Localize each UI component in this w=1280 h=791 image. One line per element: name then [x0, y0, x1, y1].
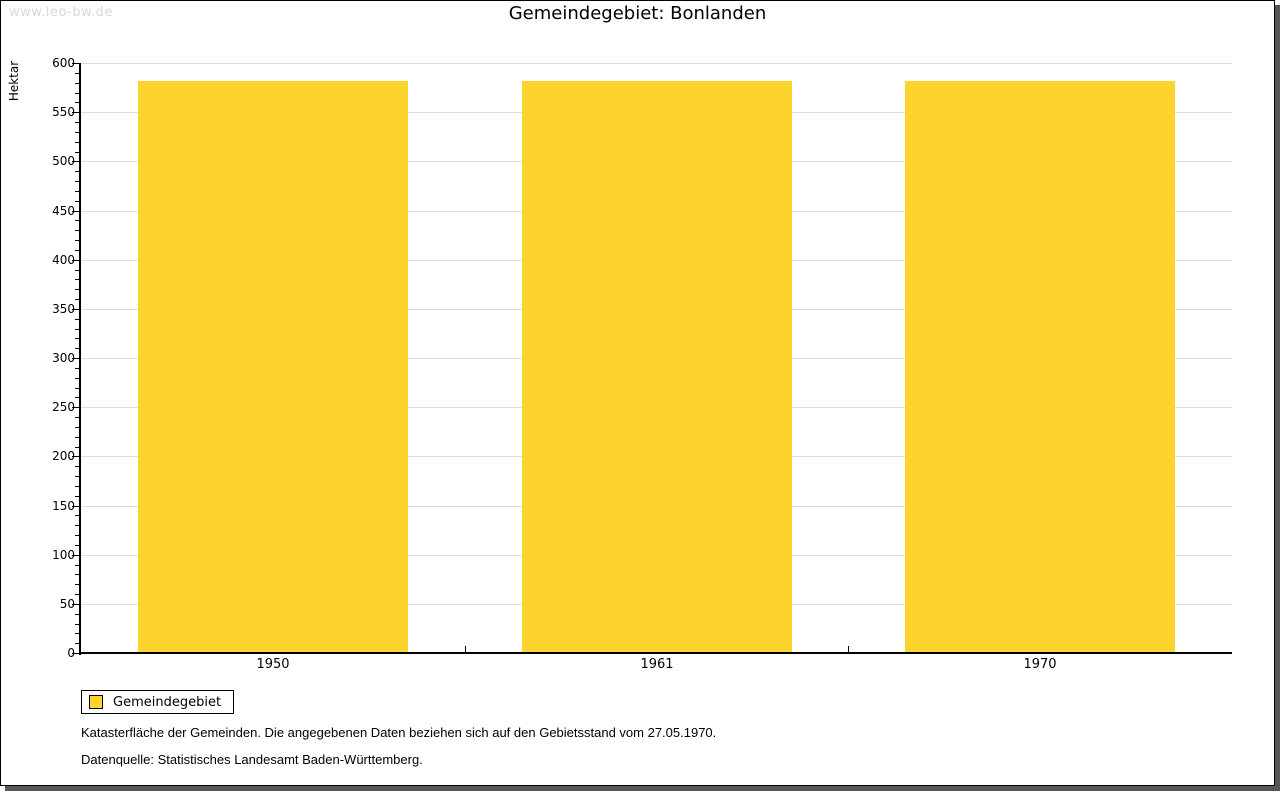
y-major-tick [72, 63, 79, 64]
y-minor-tick [75, 417, 79, 418]
y-minor-tick [75, 594, 79, 595]
y-minor-tick [75, 132, 79, 133]
y-minor-tick [75, 220, 79, 221]
y-tick-label: 200 [52, 449, 75, 463]
y-minor-tick [75, 447, 79, 448]
y-minor-tick [75, 240, 79, 241]
y-major-tick [72, 555, 79, 556]
y-minor-tick [75, 230, 79, 231]
y-major-tick [72, 309, 79, 310]
y-major-tick [72, 407, 79, 408]
y-minor-tick [75, 624, 79, 625]
y-major-tick [72, 260, 79, 261]
y-minor-tick [75, 535, 79, 536]
y-minor-tick [75, 299, 79, 300]
y-major-tick [72, 358, 79, 359]
x-tick-label: 1950 [256, 657, 290, 672]
caption-source-note: Katasterfläche der Gemeinden. Die angege… [81, 725, 717, 740]
y-minor-tick [75, 338, 79, 339]
y-minor-tick [75, 270, 79, 271]
y-minor-tick [75, 348, 79, 349]
legend-label: Gemeindegebiet [113, 694, 222, 710]
y-axis-line [79, 63, 81, 655]
bar [522, 81, 792, 653]
y-tick-label: 600 [52, 56, 75, 70]
y-major-tick [72, 653, 79, 654]
y-minor-tick [75, 201, 79, 202]
y-minor-tick [75, 181, 79, 182]
y-major-tick [72, 604, 79, 605]
y-minor-tick [75, 643, 79, 644]
y-minor-tick [75, 191, 79, 192]
x-tick-label: 1970 [1023, 657, 1057, 672]
y-minor-tick [75, 574, 79, 575]
y-minor-tick [75, 397, 79, 398]
y-tick-label: 500 [52, 154, 75, 168]
y-minor-tick [75, 427, 79, 428]
legend-swatch-icon [89, 695, 103, 709]
y-minor-tick [75, 102, 79, 103]
y-minor-tick [75, 496, 79, 497]
y-minor-tick [75, 633, 79, 634]
x-axis-line [79, 652, 1232, 654]
y-tick-label: 400 [52, 253, 75, 267]
bar [138, 81, 408, 653]
bar [905, 81, 1175, 653]
y-minor-tick [75, 279, 79, 280]
y-minor-tick [75, 319, 79, 320]
y-minor-tick [75, 565, 79, 566]
y-minor-tick [75, 73, 79, 74]
x-boundary-tick [848, 646, 849, 652]
watermark: www.leo-bw.de [9, 5, 113, 20]
chart-title: Gemeindegebiet: Bonlanden [508, 3, 767, 24]
y-minor-tick [75, 83, 79, 84]
y-minor-tick [75, 525, 79, 526]
y-major-tick [72, 112, 79, 113]
y-minor-tick [75, 250, 79, 251]
x-tick-label: 1961 [640, 657, 674, 672]
y-minor-tick [75, 437, 79, 438]
y-tick-label: 450 [52, 204, 75, 218]
y-major-tick [72, 456, 79, 457]
y-minor-tick [75, 289, 79, 290]
y-minor-tick [75, 486, 79, 487]
x-boundary-tick [465, 646, 466, 652]
y-minor-tick [75, 378, 79, 379]
y-tick-label: 100 [52, 548, 75, 562]
y-minor-tick [75, 122, 79, 123]
legend: Gemeindegebiet [81, 690, 235, 714]
y-minor-tick [75, 171, 79, 172]
y-minor-tick [75, 584, 79, 585]
y-major-tick [72, 161, 79, 162]
y-tick-label: 150 [52, 499, 75, 513]
y-gridline [81, 63, 1232, 64]
y-major-tick [72, 211, 79, 212]
y-tick-label: 0 [67, 646, 75, 660]
y-minor-tick [75, 329, 79, 330]
y-minor-tick [75, 142, 79, 143]
y-minor-tick [75, 93, 79, 94]
y-tick-label: 300 [52, 351, 75, 365]
caption-data-source: Datenquelle: Statistisches Landesamt Bad… [81, 752, 423, 767]
y-minor-tick [75, 515, 79, 516]
y-minor-tick [75, 368, 79, 369]
y-minor-tick [75, 545, 79, 546]
y-tick-label: 550 [52, 105, 75, 119]
y-tick-label: 50 [59, 597, 75, 611]
y-minor-tick [75, 388, 79, 389]
y-major-tick [72, 506, 79, 507]
y-minor-tick [75, 476, 79, 477]
y-minor-tick [75, 152, 79, 153]
y-minor-tick [75, 466, 79, 467]
y-tick-label: 250 [52, 400, 75, 414]
y-minor-tick [75, 614, 79, 615]
y-tick-label: 350 [52, 302, 75, 316]
